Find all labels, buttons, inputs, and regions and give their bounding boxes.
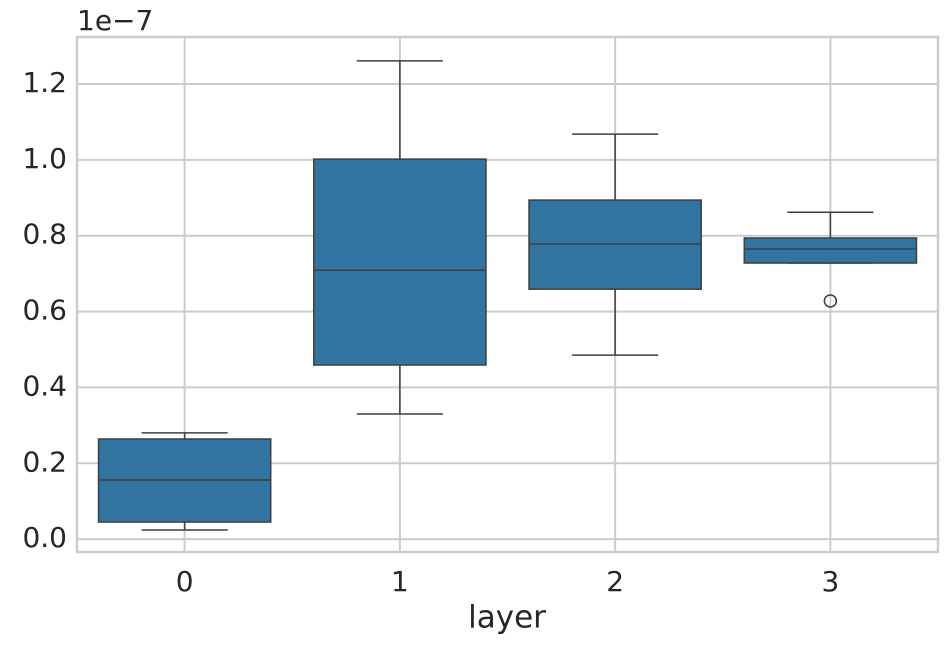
y-tick-label: 1.2 <box>22 66 67 99</box>
x-tick-label: 3 <box>821 565 839 598</box>
x-tick-label: 0 <box>176 565 194 598</box>
plot-frame <box>75 35 940 554</box>
outlier <box>823 294 838 308</box>
offset-label: 1e−7 <box>77 4 153 37</box>
x-tick-label: 2 <box>606 565 624 598</box>
box <box>743 237 918 264</box>
y-tick-label: 0.0 <box>22 521 67 554</box>
x-axis-label: layer <box>468 600 546 636</box>
y-tick-label: 1.0 <box>22 142 67 175</box>
y-tick-label: 0.8 <box>22 218 67 251</box>
box <box>313 158 487 366</box>
y-tick-label: 0.2 <box>22 445 67 478</box>
x-tick-label: 1 <box>391 565 409 598</box>
y-tick-label: 0.6 <box>22 294 67 327</box>
y-tick-label: 0.4 <box>22 369 67 402</box>
